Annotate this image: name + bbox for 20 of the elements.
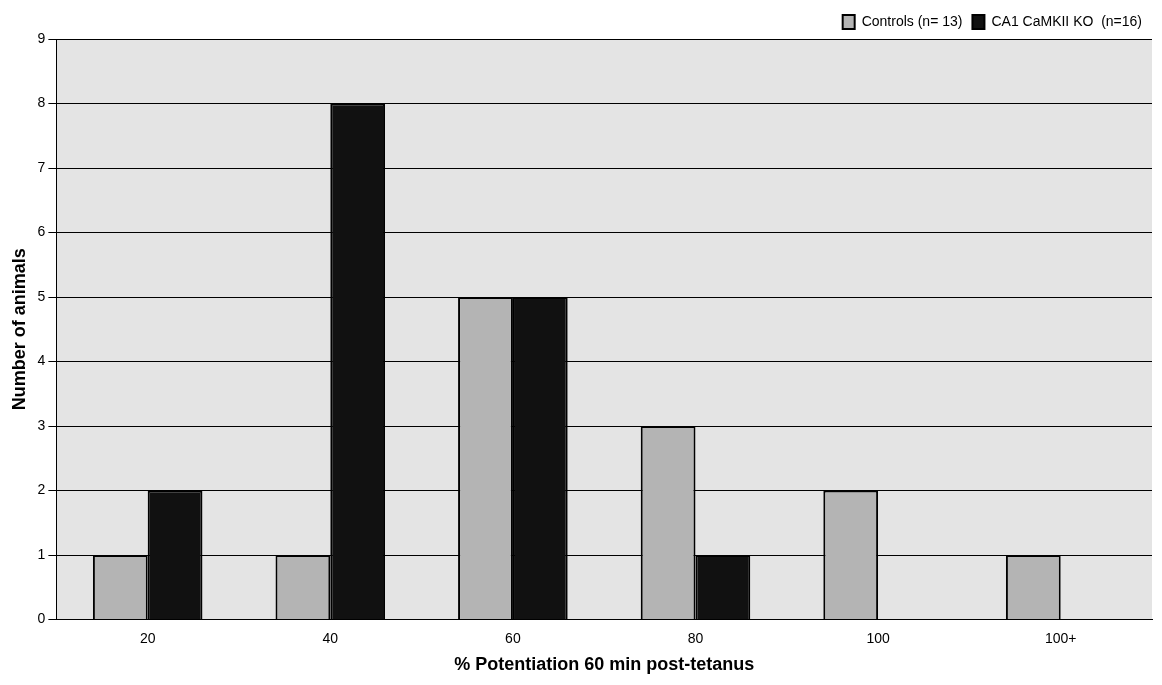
legend-label: Controls (n= 13) — [861, 12, 963, 29]
y-tick-label: 6 — [37, 223, 46, 240]
y-tick-label: 4 — [37, 352, 46, 369]
x-axis-title: % Potentiation 60 min post-tetanus — [454, 654, 755, 675]
y-tick-label: 1 — [37, 545, 46, 562]
y-tick-label: 3 — [37, 416, 46, 433]
legend-label: CA1 CaMKII KO (n=16) — [991, 12, 1143, 29]
y-tick-label: 7 — [37, 158, 46, 175]
x-tick-label: 20 — [139, 629, 156, 646]
x-tick-label: 100 — [866, 629, 890, 646]
x-tick-label: 60 — [505, 629, 521, 646]
y-tick-label: 5 — [37, 287, 46, 304]
y-axis-title: Number of animals — [8, 248, 29, 411]
y-tick-label: 8 — [37, 94, 46, 111]
y-tick-label: 9 — [37, 29, 46, 46]
y-tick-label: 2 — [37, 481, 46, 498]
x-tick-label: 80 — [687, 629, 704, 646]
x-tick-label: 40 — [322, 629, 339, 646]
y-tick-label: 0 — [37, 610, 46, 627]
x-tick-label: 100+ — [1044, 629, 1077, 646]
